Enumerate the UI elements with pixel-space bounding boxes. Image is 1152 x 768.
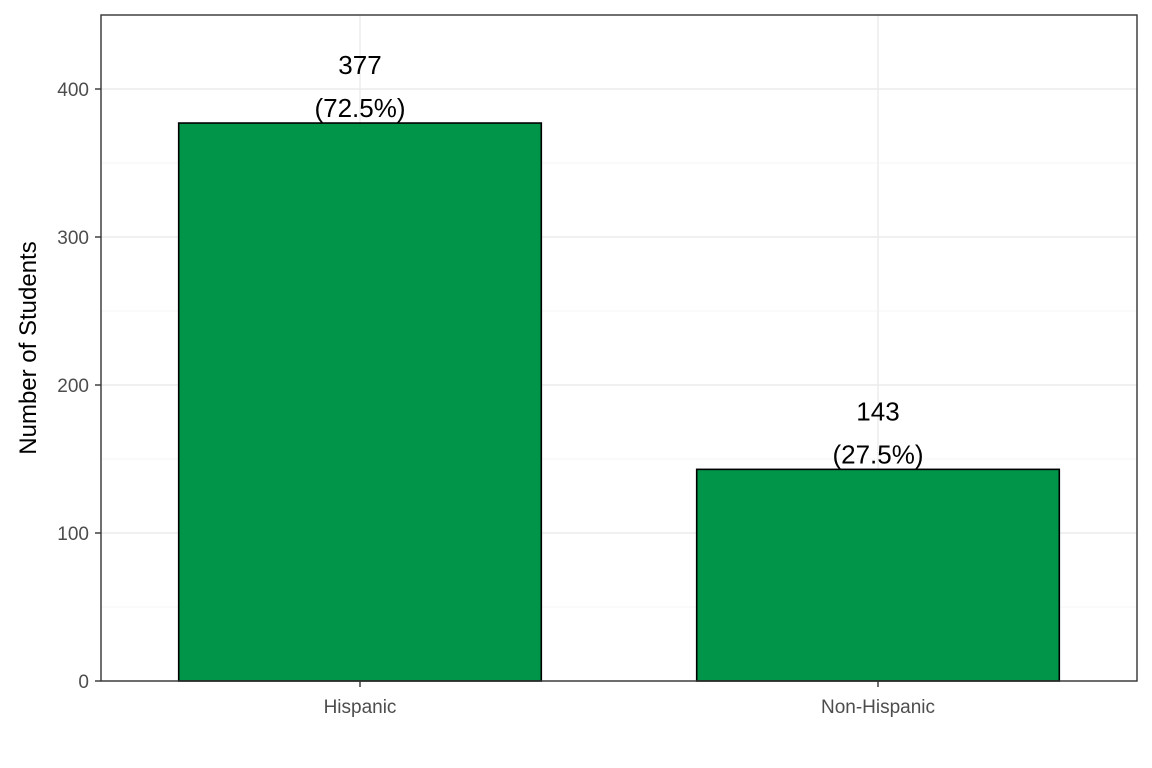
- panel-border: [100, 14, 1138, 682]
- x-axis: Hispanic Non-Hispanic: [324, 681, 935, 718]
- y-tick-label: 0: [78, 672, 89, 693]
- y-axis: 0 100 200 300 400: [57, 80, 101, 693]
- bar-labels: 377 (72.5%) 143 (27.5%): [314, 50, 923, 469]
- y-axis-title: Number of Students: [15, 241, 42, 454]
- bar-non-hispanic: [695, 468, 1061, 682]
- x-tick-label: Non-Hispanic: [821, 697, 935, 718]
- bar-percent-label: (72.5%): [314, 93, 405, 123]
- y-tick-label: 200: [57, 376, 89, 397]
- y-tick-label: 100: [57, 524, 89, 545]
- x-tick-label: Hispanic: [324, 697, 397, 718]
- bars: [177, 122, 1061, 682]
- bar-count-label: 377: [338, 50, 381, 80]
- y-tick-label: 400: [57, 80, 89, 101]
- y-tick-label: 300: [57, 228, 89, 249]
- bar-percent-label: (27.5%): [832, 439, 923, 469]
- bar-hispanic: [177, 122, 543, 682]
- bar-count-label: 143: [856, 396, 899, 426]
